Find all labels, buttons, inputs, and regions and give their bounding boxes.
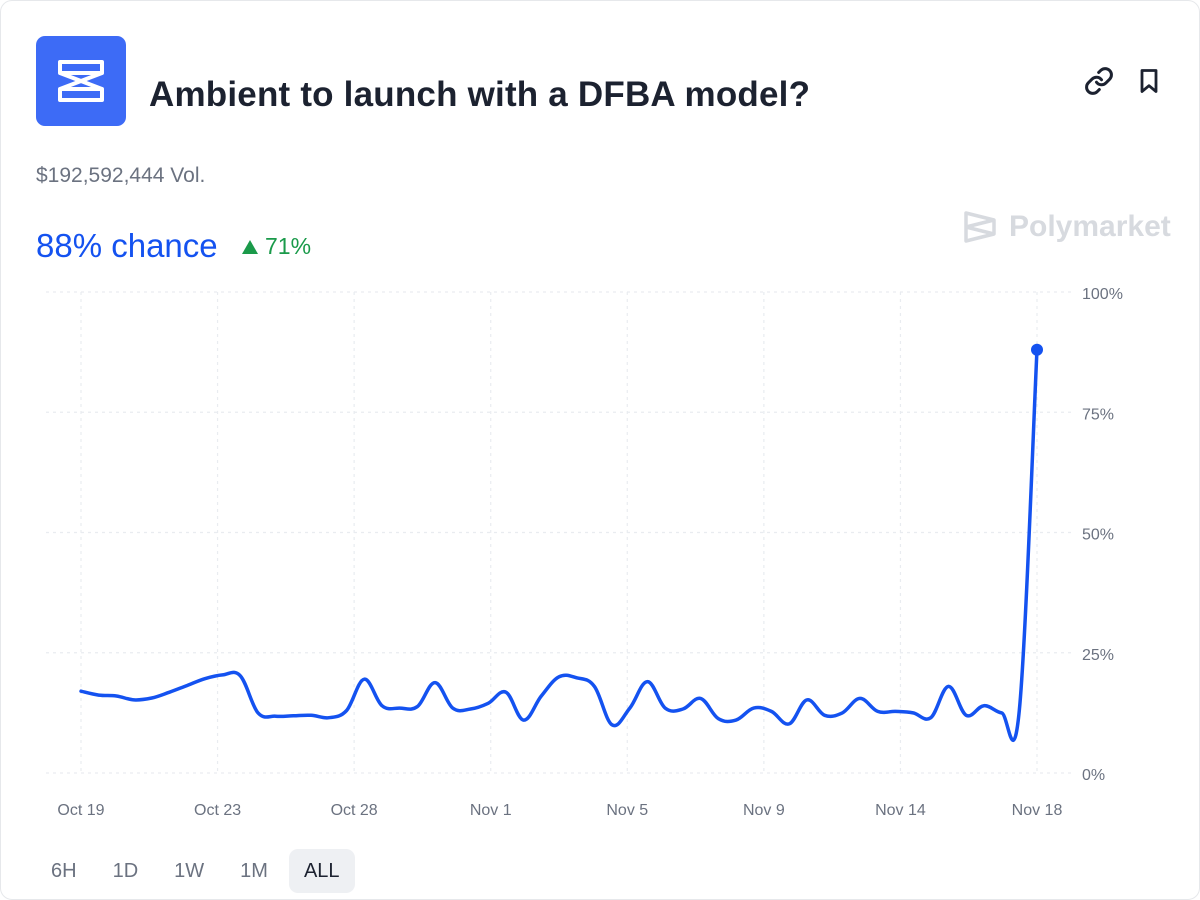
market-title: Ambient to launch with a DFBA model? (149, 75, 811, 114)
x-tick-label: Oct 28 (331, 802, 378, 819)
polymarket-watermark: Polymarket (963, 209, 1171, 245)
change-indicator: 71% (241, 233, 311, 260)
x-tick-label: Nov 14 (875, 802, 926, 819)
time-range-selector: 6H 1D 1W 1M ALL (36, 849, 355, 893)
y-tick-label: 50% (1082, 527, 1114, 544)
range-button-1m[interactable]: 1M (240, 859, 268, 882)
link-icon[interactable] (1079, 61, 1119, 101)
polymarket-logo-icon (964, 211, 996, 243)
x-tick-label: Nov 9 (743, 802, 785, 819)
range-button-all[interactable]: ALL (288, 849, 355, 893)
range-button-6h[interactable]: 6H (51, 859, 77, 882)
volume-text: $192,592,444 Vol. (36, 164, 206, 187)
range-button-1d[interactable]: 1D (112, 859, 139, 882)
series-line (79, 347, 1039, 743)
range-button-1w[interactable]: 1W (174, 859, 205, 882)
bookmark-icon[interactable] (1129, 61, 1169, 101)
y-tick-label: 0% (1082, 767, 1105, 784)
chance-text: 88% chance (36, 227, 218, 264)
x-tick-label: Nov 5 (606, 802, 648, 819)
x-tick-label: Nov 1 (470, 802, 512, 819)
probability-chart: 0% 25% 50% 75% 100% Oct 19 Oct 23 Oct 28 Nov 1 No… (46, 286, 1123, 819)
x-tick-label: Oct 19 (57, 802, 104, 819)
ambient-logo-icon (36, 36, 126, 126)
x-tick-label: Oct 23 (194, 802, 241, 819)
change-value: 71% (265, 233, 312, 259)
triangle-up-icon (242, 239, 258, 254)
y-tick-label: 75% (1082, 406, 1114, 423)
y-tick-label: 25% (1082, 647, 1114, 664)
x-tick-label: Nov 18 (1012, 802, 1063, 819)
last-point-marker (1031, 343, 1043, 356)
y-tick-label: 100% (1082, 286, 1123, 303)
brand-name: Polymarket (1009, 210, 1171, 243)
